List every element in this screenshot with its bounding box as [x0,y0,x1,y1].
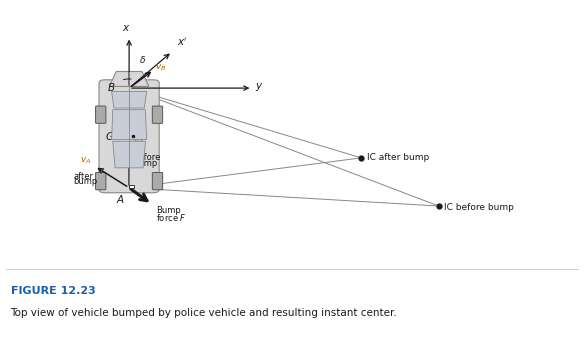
Text: FIGURE 12.23: FIGURE 12.23 [11,286,95,296]
FancyBboxPatch shape [152,106,163,123]
Text: before: before [133,153,160,162]
Bar [129,185,134,188]
Text: Top view of vehicle bumped by police vehicle and resulting instant center.: Top view of vehicle bumped by police veh… [11,308,397,318]
Text: $x'$: $x'$ [177,36,188,48]
Text: $B$: $B$ [107,81,115,93]
Text: $A$: $A$ [116,193,125,205]
Text: $G$: $G$ [105,130,114,142]
Text: $v_A$: $v_A$ [80,156,92,166]
FancyBboxPatch shape [99,80,159,193]
FancyBboxPatch shape [95,106,106,123]
Text: $y$: $y$ [255,81,264,93]
FancyBboxPatch shape [152,173,163,190]
Text: IC before bump: IC before bump [445,203,514,212]
Text: bump: bump [74,178,98,186]
Text: after: after [74,172,94,181]
Text: force $F$: force $F$ [156,212,187,223]
Text: $x$: $x$ [122,23,130,33]
Text: $v_B$: $v_B$ [155,63,166,74]
Polygon shape [113,141,146,168]
Text: $\delta$: $\delta$ [139,54,146,65]
Text: bump: bump [133,159,157,167]
Text: Bump: Bump [156,206,181,215]
FancyBboxPatch shape [95,173,106,190]
Polygon shape [112,92,147,108]
Text: IC after bump: IC after bump [367,153,429,162]
Polygon shape [109,72,149,86]
Polygon shape [112,110,147,140]
Text: $v_A$: $v_A$ [133,136,144,147]
